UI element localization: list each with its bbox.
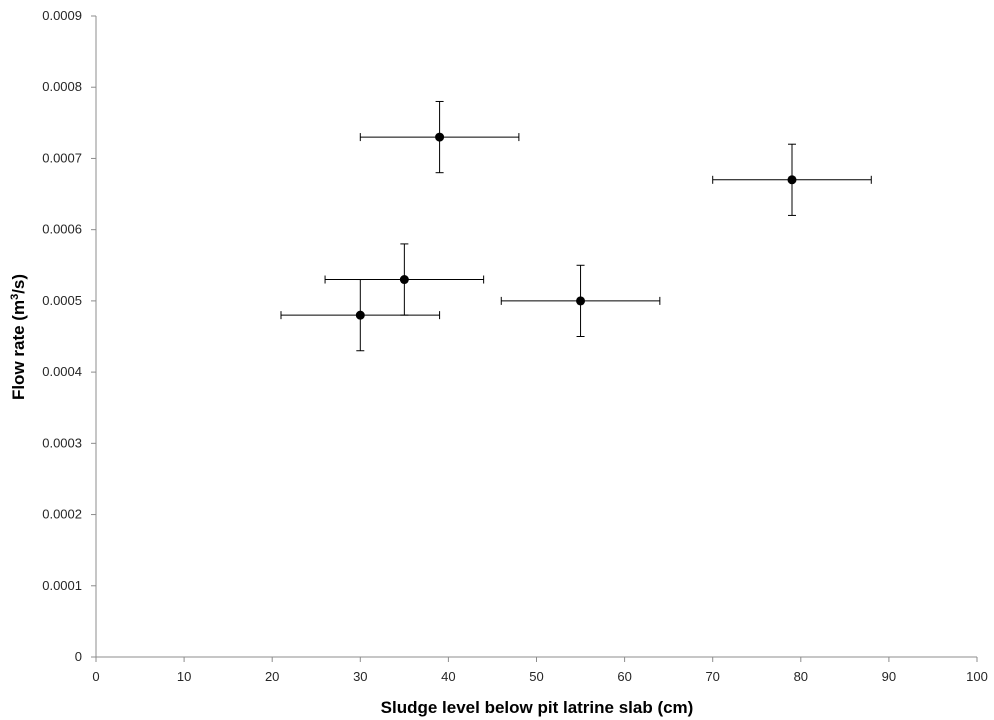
x-tick-label: 60	[617, 669, 631, 684]
data-point	[399, 275, 409, 285]
y-tick-label: 0.0009	[42, 8, 82, 23]
y-axis-title-end: /s)	[9, 274, 28, 294]
y-axis-title-main: Flow rate (m	[9, 300, 28, 400]
x-tick-label: 20	[265, 669, 279, 684]
y-tick-label: 0.0003	[42, 435, 82, 450]
y-tick-label: 0.0004	[42, 364, 82, 379]
data-point	[355, 310, 365, 320]
data-point-group	[500, 264, 661, 337]
x-tick-label: 70	[705, 669, 719, 684]
data-point	[435, 132, 445, 142]
x-tick-label: 90	[882, 669, 896, 684]
data-point-group	[324, 243, 485, 316]
x-tick-label: 0	[92, 669, 99, 684]
data-points	[280, 100, 872, 352]
y-tick-label: 0.0007	[42, 150, 82, 165]
y-tick-label: 0.0005	[42, 293, 82, 308]
x-tick-label: 30	[353, 669, 367, 684]
data-point-group	[359, 100, 520, 174]
data-point-group	[712, 143, 872, 216]
x-tick-label: 40	[441, 669, 455, 684]
x-axis-title: Sludge level below pit latrine slab (cm)	[381, 698, 694, 717]
y-axis-title-superscript: 3	[9, 294, 21, 300]
x-tick-label: 80	[794, 669, 808, 684]
x-tick-label: 100	[966, 669, 988, 684]
y-tick-label: 0.0002	[42, 507, 82, 522]
data-point-group	[280, 279, 441, 352]
x-ticks: 0 10 20 30 40 50 60 70 80 90 100	[92, 657, 988, 684]
y-tick-label: 0	[75, 649, 82, 664]
y-tick-label: 0.0001	[42, 578, 82, 593]
x-tick-label: 10	[177, 669, 191, 684]
axes	[95, 16, 977, 658]
x-tick-label: 50	[529, 669, 543, 684]
y-tick-label: 0.0006	[42, 222, 82, 237]
data-point	[576, 296, 586, 306]
y-ticks: 0 0.0001 0.0002 0.0003 0.0004 0.0005 0.0006 0.0…	[42, 8, 96, 664]
data-point	[787, 175, 797, 185]
y-tick-label: 0.0008	[42, 79, 82, 94]
y-axis-title: Flow rate (m3/s)	[9, 274, 28, 400]
